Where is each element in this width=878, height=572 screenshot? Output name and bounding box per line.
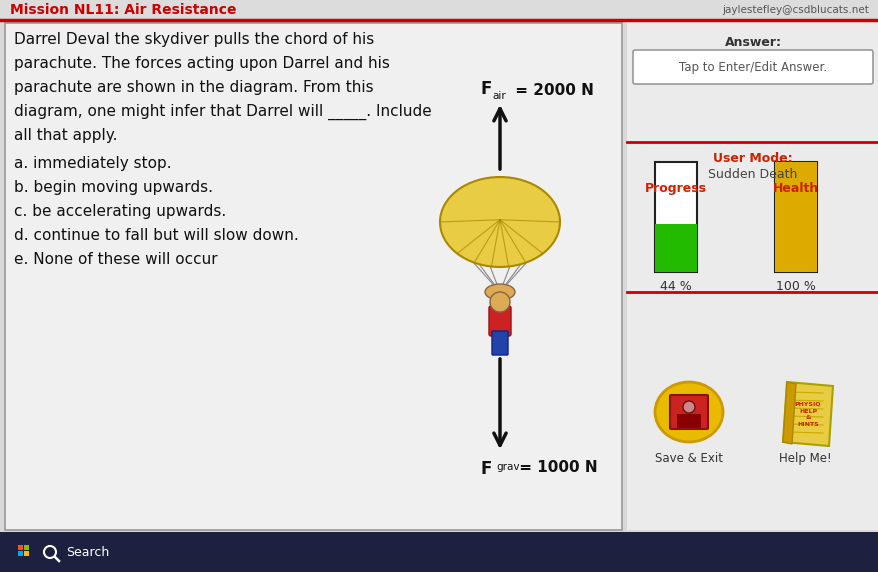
Text: jaylestefley@csdblucats.net: jaylestefley@csdblucats.net [722,5,868,15]
Text: Save & Exit: Save & Exit [654,452,723,465]
Text: d. continue to fall but will slow down.: d. continue to fall but will slow down. [14,228,299,243]
Text: c. be accelerating upwards.: c. be accelerating upwards. [14,204,226,219]
Text: = 2000 N: = 2000 N [509,83,594,98]
Text: PHYSIQ
HELP
&
HINTS: PHYSIQ HELP & HINTS [794,402,820,427]
Polygon shape [782,382,832,446]
Text: 100 %: 100 % [775,280,815,292]
FancyBboxPatch shape [24,551,29,556]
Text: air: air [492,91,505,101]
Text: $\mathbf{F}$: $\mathbf{F}$ [479,80,492,98]
FancyBboxPatch shape [24,545,29,550]
Text: parachute. The forces acting upon Darrel and his: parachute. The forces acting upon Darrel… [14,56,390,71]
Text: Progress: Progress [644,182,706,195]
FancyBboxPatch shape [0,532,878,572]
FancyBboxPatch shape [5,23,622,530]
Text: grav: grav [495,462,519,472]
Text: Mission NL11: Air Resistance: Mission NL11: Air Resistance [10,3,236,17]
FancyBboxPatch shape [669,395,707,429]
Text: User Mode:: User Mode: [712,152,792,165]
FancyBboxPatch shape [774,162,816,272]
FancyBboxPatch shape [492,331,507,355]
Text: e. None of these will occur: e. None of these will occur [14,252,218,267]
FancyBboxPatch shape [18,551,23,556]
FancyBboxPatch shape [0,0,878,20]
Text: parachute are shown in the diagram. From this: parachute are shown in the diagram. From… [14,80,373,95]
Text: Search: Search [66,546,109,558]
Text: Darrel Deval the skydiver pulls the chord of his: Darrel Deval the skydiver pulls the chor… [14,32,374,47]
FancyBboxPatch shape [626,20,878,530]
Ellipse shape [485,284,515,300]
FancyBboxPatch shape [654,162,696,272]
FancyBboxPatch shape [774,162,816,272]
Text: = 1000 N: = 1000 N [514,460,597,475]
FancyBboxPatch shape [632,50,872,84]
Text: Help Me!: Help Me! [778,452,831,465]
Text: Sudden Death: Sudden Death [708,168,796,181]
Text: all that apply.: all that apply. [14,128,118,143]
Text: 44 %: 44 % [659,280,691,292]
Circle shape [489,292,509,312]
FancyBboxPatch shape [676,414,700,428]
Text: $\mathbf{F}$: $\mathbf{F}$ [479,460,492,478]
Polygon shape [782,382,795,444]
Text: Answer:: Answer: [723,35,781,49]
Text: diagram, one might infer that Darrel will _____. Include: diagram, one might infer that Darrel wil… [14,104,431,120]
FancyBboxPatch shape [654,224,696,272]
Text: Tap to Enter/Edit Answer.: Tap to Enter/Edit Answer. [678,61,826,73]
Text: Health: Health [772,182,818,195]
FancyBboxPatch shape [488,306,510,336]
Circle shape [682,401,694,413]
Text: b. begin moving upwards.: b. begin moving upwards. [14,180,212,195]
Ellipse shape [440,177,559,267]
Ellipse shape [654,382,723,442]
Text: a. immediately stop.: a. immediately stop. [14,156,171,171]
FancyBboxPatch shape [18,545,23,550]
